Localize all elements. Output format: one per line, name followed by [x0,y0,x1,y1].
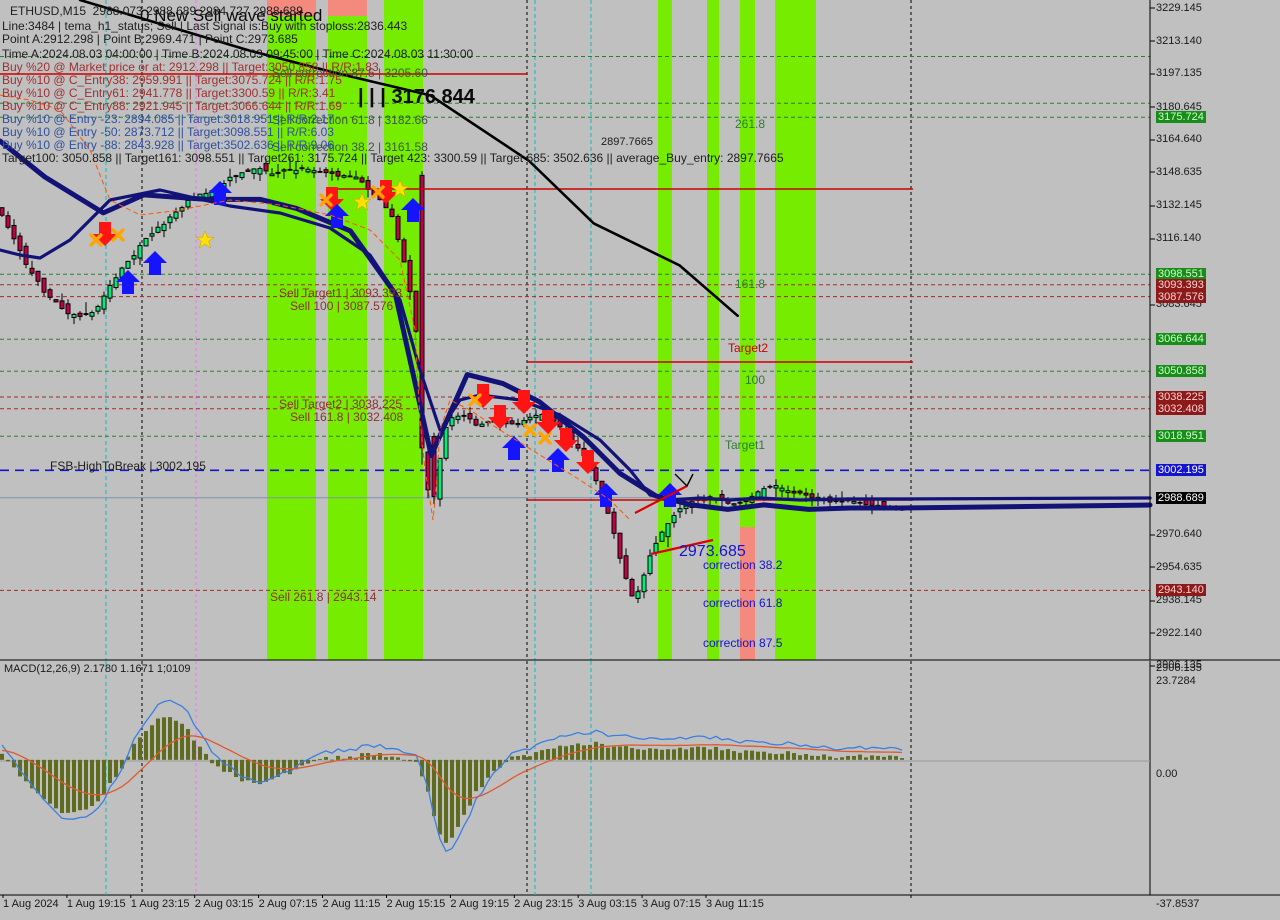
svg-text:MACD(12,26,9) 2.1780 1.1671 1;: MACD(12,26,9) 2.1780 1.1671 1;0109 [4,663,191,675]
